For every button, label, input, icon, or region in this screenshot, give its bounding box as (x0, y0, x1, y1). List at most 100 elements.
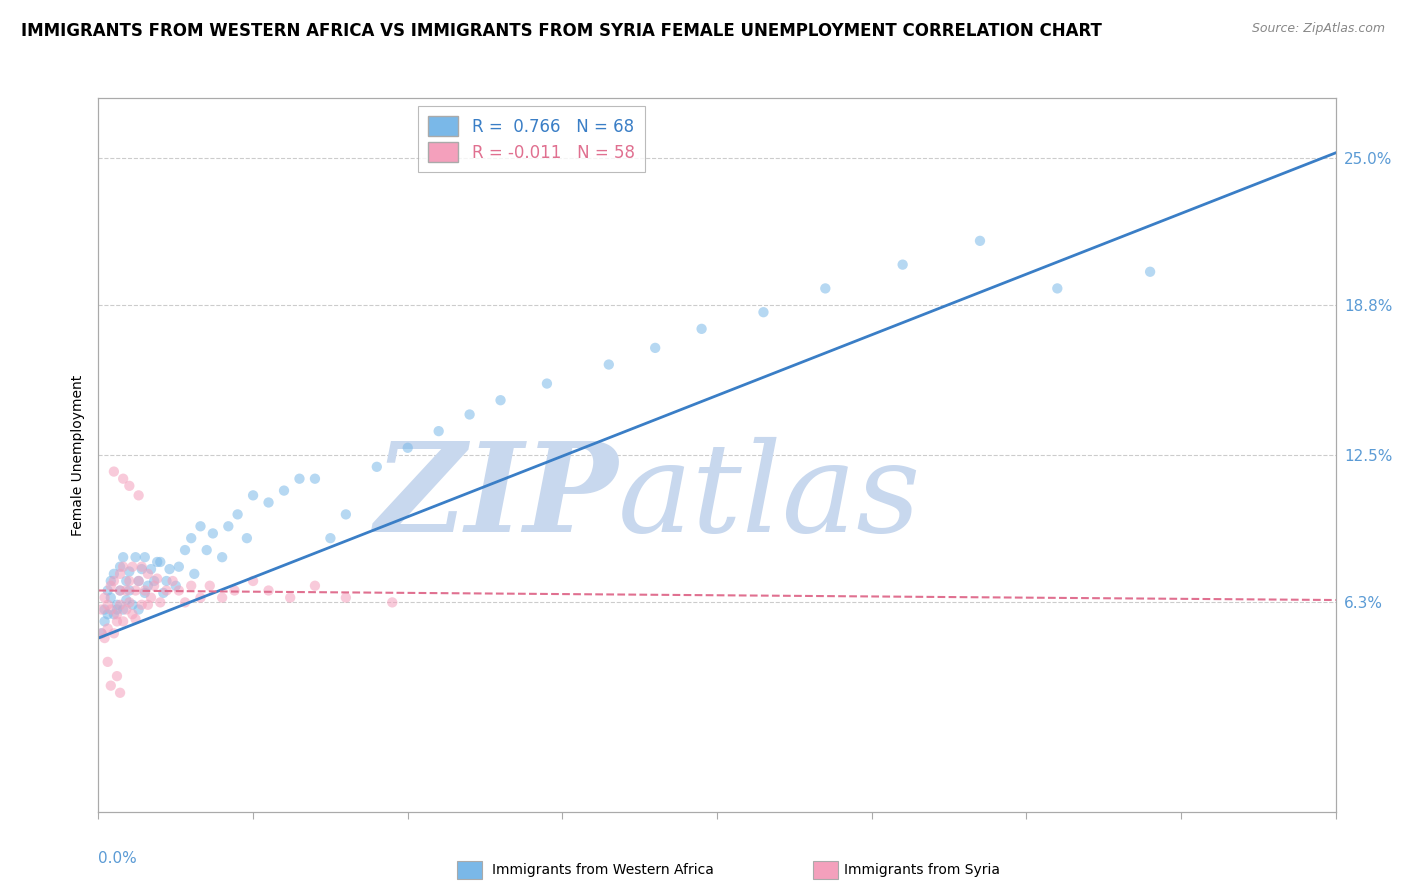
Point (458, 408, 481, 422)
Point (108, 559, 131, 574)
Point (112, 472, 135, 486)
Point (139, 591, 162, 605)
Point (118, 479, 141, 493)
Text: Immigrants from Western Africa: Immigrants from Western Africa (492, 863, 714, 877)
Point (489, 393, 512, 408)
Point (93, 591, 115, 605)
Point (93, 602, 115, 616)
Point (427, 424, 450, 438)
Point (131, 562, 153, 576)
Point (1046, 281, 1069, 295)
Point (273, 483, 295, 498)
Point (100, 591, 122, 605)
Point (108, 583, 131, 598)
Point (598, 358, 620, 372)
Point (118, 565, 141, 579)
Point (226, 508, 249, 522)
Point (319, 531, 342, 545)
Point (149, 555, 172, 569)
Point (304, 472, 326, 486)
Point (1139, 265, 1161, 279)
Point (167, 559, 190, 574)
Point (97, 598, 120, 612)
Point (112, 550, 135, 565)
Point (335, 508, 357, 522)
Point (155, 574, 177, 588)
Point (100, 602, 122, 616)
Point (190, 591, 212, 605)
Point (139, 562, 162, 576)
Point (134, 550, 156, 565)
Point (112, 602, 135, 616)
Point (146, 555, 169, 569)
Point (124, 612, 146, 626)
Point (97, 607, 120, 622)
Point (124, 583, 146, 598)
Point (115, 583, 138, 598)
Point (167, 583, 190, 598)
Point (396, 441, 419, 455)
Text: ZIP: ZIP (374, 437, 619, 558)
Point (105, 598, 128, 612)
Point (128, 602, 150, 616)
Y-axis label: Female Unemployment: Female Unemployment (70, 375, 84, 535)
Text: Source: ZipAtlas.com: Source: ZipAtlas.com (1251, 22, 1385, 36)
Text: Immigrants from Syria: Immigrants from Syria (844, 863, 1000, 877)
Point (100, 574, 122, 588)
Point (236, 531, 259, 545)
Point (536, 376, 558, 391)
Point (211, 550, 233, 565)
Point (162, 574, 184, 588)
Point (217, 519, 239, 533)
Point (211, 591, 233, 605)
Point (304, 579, 326, 593)
Point (136, 579, 159, 593)
Point (108, 686, 131, 700)
Text: 0.0%: 0.0% (98, 851, 138, 866)
Point (242, 488, 264, 502)
Point (97, 622, 120, 636)
Point (90, 626, 112, 640)
Point (105, 602, 128, 616)
Point (105, 615, 128, 629)
Text: atlas: atlas (619, 437, 921, 558)
Point (93, 615, 115, 629)
Point (100, 579, 122, 593)
Text: IMMIGRANTS FROM WESTERN AFRICA VS IMMIGRANTS FROM SYRIA FEMALE UNEMPLOYMENT CORR: IMMIGRANTS FROM WESTERN AFRICA VS IMMIGR… (21, 22, 1102, 40)
Point (100, 679, 122, 693)
Point (103, 465, 125, 479)
Point (278, 591, 301, 605)
Point (118, 595, 141, 609)
Point (152, 586, 174, 600)
Point (121, 559, 143, 574)
Point (112, 615, 135, 629)
Point (105, 669, 128, 683)
Point (752, 305, 775, 319)
Point (124, 550, 146, 565)
Point (136, 566, 159, 581)
Point (103, 574, 125, 588)
Point (183, 566, 205, 581)
Point (814, 281, 837, 295)
Point (131, 598, 153, 612)
Point (366, 459, 388, 474)
Point (121, 598, 143, 612)
Point (155, 583, 177, 598)
Point (891, 258, 914, 272)
Point (136, 598, 159, 612)
Point (108, 598, 131, 612)
Point (288, 472, 311, 486)
Point (134, 586, 156, 600)
Point (103, 607, 125, 622)
Point (97, 583, 120, 598)
Point (108, 566, 131, 581)
Point (103, 566, 125, 581)
Point (128, 574, 150, 588)
Point (131, 559, 153, 574)
Point (93, 631, 115, 645)
Point (128, 574, 150, 588)
Point (103, 626, 125, 640)
Point (90, 626, 112, 640)
Point (118, 574, 141, 588)
Point (201, 526, 224, 541)
